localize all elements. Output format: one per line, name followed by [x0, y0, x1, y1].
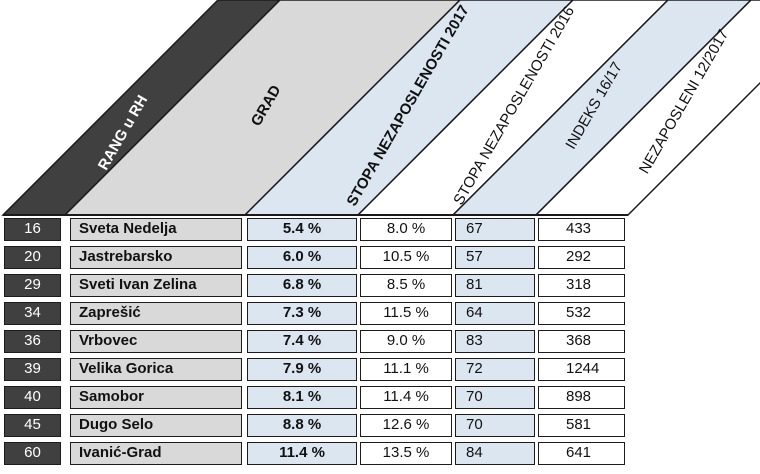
city-cell: Sveta Nedelja — [70, 218, 242, 241]
rank-cell: 36 — [4, 330, 61, 353]
unemployed-cell: 641 — [538, 442, 625, 465]
unemployed-cell: 532 — [538, 302, 625, 325]
rank-cell: 29 — [4, 274, 61, 297]
rank-cell: 20 — [4, 246, 61, 269]
unemployed-cell: 292 — [538, 246, 625, 269]
rate2016-cell: 9.0 % — [360, 330, 452, 353]
table-row: 29 Sveti Ivan Zelina 6.8 % 8.5 % 81 318 — [0, 271, 630, 299]
table-row: 20 Jastrebarsko 6.0 % 10.5 % 57 292 — [0, 243, 630, 271]
city-cell: Samobor — [70, 386, 242, 409]
index-cell: 64 — [455, 302, 535, 325]
unemployed-cell: 433 — [538, 218, 625, 241]
table-row: 36 Vrbovec 7.4 % 9.0 % 83 368 — [0, 327, 630, 355]
rank-cell: 60 — [4, 442, 61, 465]
rate2017-cell: 8.1 % — [247, 386, 357, 409]
index-cell: 84 — [455, 442, 535, 465]
rank-cell: 16 — [4, 218, 61, 241]
rate2017-cell: 8.8 % — [247, 414, 357, 437]
rate2017-cell: 6.8 % — [247, 274, 357, 297]
index-cell: 81 — [455, 274, 535, 297]
table-row: 39 Velika Gorica 7.9 % 11.1 % 72 1244 — [0, 355, 630, 383]
index-cell: 83 — [455, 330, 535, 353]
table-body: 16 Sveta Nedelja 5.4 % 8.0 % 67 433 20 J… — [0, 215, 630, 467]
unemployed-cell: 318 — [538, 274, 625, 297]
rate2017-cell: 11.4 % — [247, 442, 357, 465]
city-cell: Zaprešić — [70, 302, 242, 325]
city-cell: Sveti Ivan Zelina — [70, 274, 242, 297]
city-cell: Ivanić-Grad — [70, 442, 242, 465]
rank-cell: 45 — [4, 414, 61, 437]
table-row: 60 Ivanić-Grad 11.4 % 13.5 % 84 641 — [0, 439, 630, 467]
index-cell: 70 — [455, 386, 535, 409]
rate2017-cell: 7.3 % — [247, 302, 357, 325]
rate2017-cell: 6.0 % — [247, 246, 357, 269]
city-cell: Dugo Selo — [70, 414, 242, 437]
rate2017-cell: 7.9 % — [247, 358, 357, 381]
unemployed-cell: 368 — [538, 330, 625, 353]
rate2017-cell: 5.4 % — [247, 218, 357, 241]
city-cell: Vrbovec — [70, 330, 242, 353]
rate2016-cell: 8.0 % — [360, 218, 452, 241]
rate2016-cell: 13.5 % — [360, 442, 452, 465]
rank-cell: 34 — [4, 302, 61, 325]
unemployed-cell: 898 — [538, 386, 625, 409]
index-cell: 57 — [455, 246, 535, 269]
rank-cell: 39 — [4, 358, 61, 381]
table-row: 34 Zaprešić 7.3 % 11.5 % 64 532 — [0, 299, 630, 327]
rank-cell: 40 — [4, 386, 61, 409]
table-row: 40 Samobor 8.1 % 11.4 % 70 898 — [0, 383, 630, 411]
rate2016-cell: 11.1 % — [360, 358, 452, 381]
index-cell: 67 — [455, 218, 535, 241]
table-row: 45 Dugo Selo 8.8 % 12.6 % 70 581 — [0, 411, 630, 439]
index-cell: 70 — [455, 414, 535, 437]
rate2016-cell: 8.5 % — [360, 274, 452, 297]
rate2016-cell: 11.5 % — [360, 302, 452, 325]
unemployed-cell: 581 — [538, 414, 625, 437]
table-row: 16 Sveta Nedelja 5.4 % 8.0 % 67 433 — [0, 215, 630, 243]
rate2016-cell: 10.5 % — [360, 246, 452, 269]
table-header: RANG u RH GRAD STOPA NEZAPOSLENOSTI 2017… — [1, 0, 760, 216]
rate2017-cell: 7.4 % — [247, 330, 357, 353]
unemployed-cell: 1244 — [538, 358, 625, 381]
city-cell: Velika Gorica — [70, 358, 242, 381]
city-cell: Jastrebarsko — [70, 246, 242, 269]
rate2016-cell: 12.6 % — [360, 414, 452, 437]
rate2016-cell: 11.4 % — [360, 386, 452, 409]
index-cell: 72 — [455, 358, 535, 381]
